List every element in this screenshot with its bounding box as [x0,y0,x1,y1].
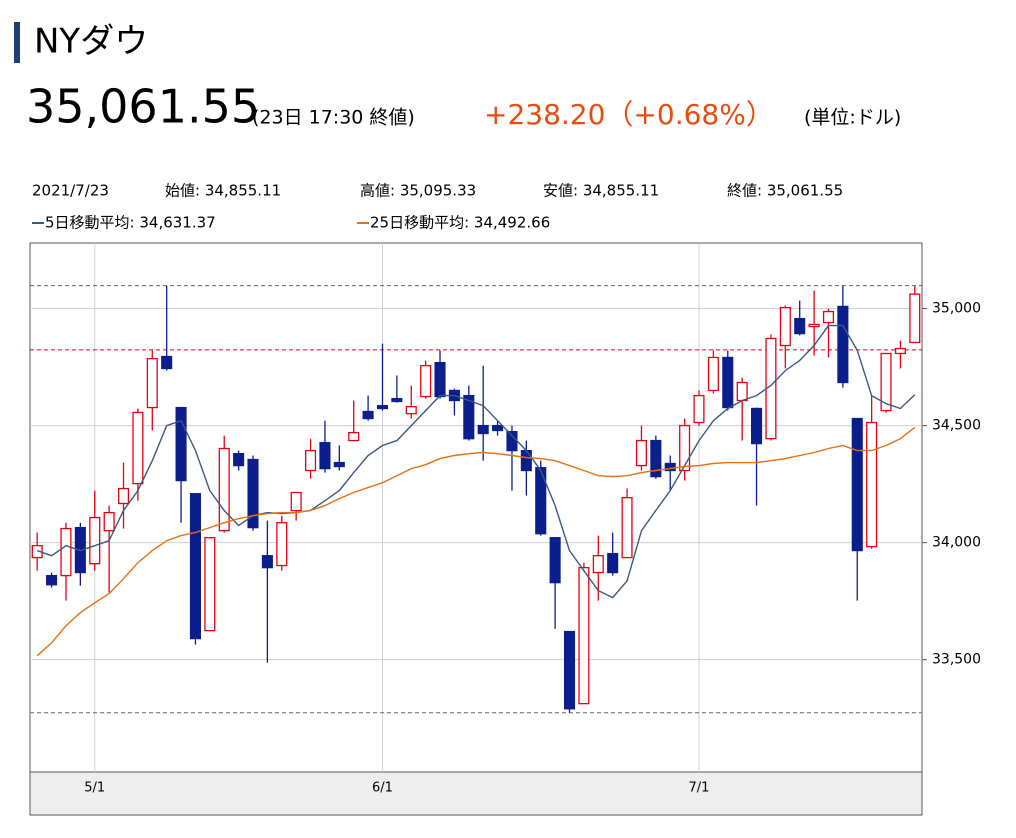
price-change: +238.20（+0.68%） [484,98,774,131]
x-tick-label: 7/1 [689,781,710,796]
price: 35,061.55 [26,80,260,134]
y-tick-label: 33,500 [932,652,981,668]
candle-body [808,323,820,328]
candle-body [563,630,576,710]
info-high: 高値: 35,095.33 [360,182,476,200]
candle-body [132,411,144,485]
title: NYダウ [34,22,148,62]
candle-body [261,555,273,569]
info-open: 始値: 34,855.11 [165,182,281,200]
candle-body [693,394,705,424]
unit: (単位:ドル) [804,107,901,129]
candle-body [117,487,130,505]
ma-line [36,324,916,599]
candle-body [506,431,518,452]
candle-body [146,357,158,409]
legend-label: 5日移動平均: 34,631.37 [45,214,216,232]
candle-body [376,405,389,410]
candle-body [420,365,432,398]
candle-body [463,394,475,440]
info-close: 終値: 35,061.55 [727,182,843,200]
candle-body [89,516,101,565]
candle-body [189,493,201,640]
x-tick-label: 5/1 [84,781,105,796]
candle-body [549,537,561,584]
price-time: (23日 17:30 終値) [252,107,415,129]
candle-body [391,398,403,403]
candle-body [592,555,604,574]
candle-body [535,467,547,535]
candle-body [650,439,662,478]
candle-body [621,497,633,559]
y-tick-label: 35,000 [932,301,981,317]
candle-body [837,305,849,384]
candle-body [333,461,345,468]
info-low: 安値: 34,855.11 [543,182,659,200]
candle-body [736,381,748,402]
candle-body [722,356,734,409]
y-tick-label: 34,500 [932,418,981,434]
candle-body [851,417,863,552]
candle-body [434,361,446,398]
candle-body [60,527,72,577]
candle-body [175,406,187,482]
x-axis-band [29,771,923,816]
candle-body [348,431,360,442]
candle-body [794,317,806,335]
candle-body [233,453,245,467]
candle-body [909,293,921,344]
candle-body [880,352,892,412]
candle-body [866,421,878,548]
candle-body [578,567,590,705]
candle-body [635,439,647,467]
y-tick-label: 34,000 [932,535,981,551]
candle-body [894,347,906,355]
candle-body [405,405,417,415]
candle-body [290,491,302,512]
candle-body [218,447,230,532]
plot-frame [29,242,923,773]
candle-body [103,511,115,532]
candle-body [319,442,331,470]
candle-body [679,424,691,472]
candle-body [247,458,259,529]
ma-line [36,426,916,657]
candle-body [492,424,504,432]
candle-body [305,449,317,472]
candle-body [751,407,763,445]
info-date: 2021/7/23 [32,182,109,200]
candle-body [276,522,288,567]
candle-body [707,356,719,392]
candle-body [362,410,374,420]
candle-body [779,306,791,347]
title-bar [14,22,20,63]
candle-body [664,462,676,472]
candle-body [520,449,532,472]
candle-body [607,552,619,574]
candle-body [46,574,58,586]
candle-body [822,310,835,324]
legend-label: 25日移動平均: 34,492.66 [370,214,550,232]
candle-body [204,537,216,632]
candle-body [161,355,173,370]
candle-body [477,424,489,435]
x-tick-label: 6/1 [372,781,393,796]
